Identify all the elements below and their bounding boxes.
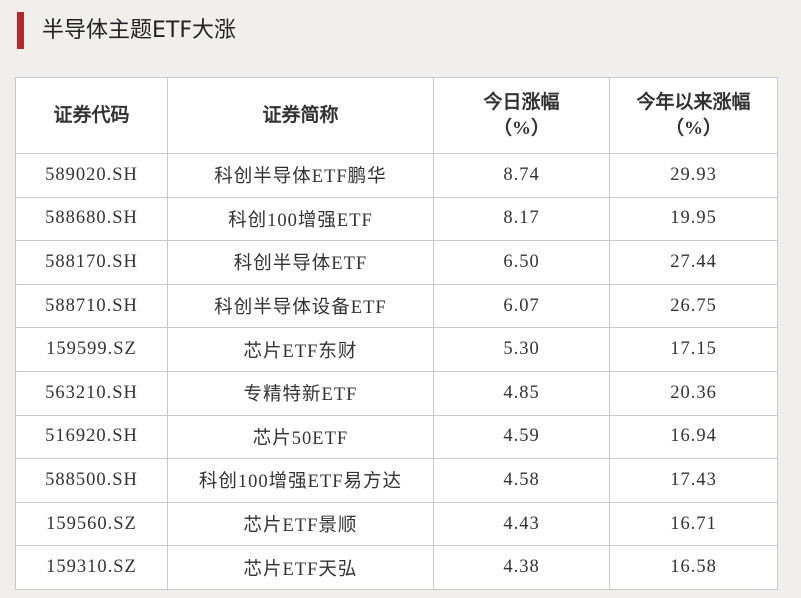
table-cell: 27.44	[609, 240, 778, 285]
table-cell: 16.94	[609, 414, 778, 460]
table-row: 588680.SH 科创100增强ETF 8.17 19.95	[15, 196, 778, 242]
table-cell: 科创100增强ETF易方达	[167, 458, 434, 503]
title-accent	[17, 12, 24, 49]
table-cell: 科创半导体ETF	[167, 240, 434, 285]
column-header: 今日涨幅 （%）	[433, 77, 610, 154]
table-cell: 17.15	[609, 327, 778, 372]
table-cell: 6.07	[433, 283, 610, 329]
table-cell: 588500.SH	[15, 458, 168, 503]
table-cell: 5.30	[433, 327, 610, 372]
table-cell: 20.36	[609, 370, 778, 416]
column-header: 证券简称	[167, 77, 434, 154]
table-cell: 589020.SH	[15, 153, 168, 198]
table-cell: 159599.SZ	[15, 327, 168, 372]
table-cell: 专精特新ETF	[167, 370, 434, 416]
table-cell: 4.59	[433, 414, 610, 460]
etf-table: 证券代码 证券简称 今日涨幅 （%） 今年以来涨幅 （%） 589020.SH 科创半导…	[15, 77, 778, 590]
table-cell: 17.43	[609, 458, 778, 503]
table-cell: 8.74	[433, 153, 610, 198]
table-row: 159310.SZ 芯片ETF天弘 4.38 16.58	[15, 545, 778, 590]
table-row: 588500.SH 科创100增强ETF易方达 4.58 17.43	[15, 458, 778, 503]
table-row: 563210.SH 专精特新ETF 4.85 20.36	[15, 370, 778, 416]
table-cell: 科创100增强ETF	[167, 196, 434, 242]
table-body: 589020.SH 科创半导体ETF鹏华 8.74 29.93 588680.SH 科创1…	[15, 153, 778, 590]
table-cell: 4.43	[433, 501, 610, 547]
table-cell: 588680.SH	[15, 196, 168, 242]
table-cell: 516920.SH	[15, 414, 168, 460]
page-title: 半导体主题ETF大涨	[42, 18, 236, 43]
table-cell: 16.58	[609, 545, 778, 590]
table-cell: 588710.SH	[15, 283, 168, 329]
table-cell: 8.17	[433, 196, 610, 242]
table-cell: 芯片ETF东财	[167, 327, 434, 372]
header-row: 证券代码 证券简称 今日涨幅 （%） 今年以来涨幅 （%）	[15, 77, 778, 154]
table-row: 159599.SZ 芯片ETF东财 5.30 17.15	[15, 327, 778, 372]
table-cell: 6.50	[433, 240, 610, 285]
table-row: 159560.SZ 芯片ETF景顺 4.43 16.71	[15, 501, 778, 547]
column-header: 证券代码	[15, 77, 168, 154]
table-cell: 芯片50ETF	[167, 414, 434, 460]
table-cell: 科创半导体ETF鹏华	[167, 153, 434, 198]
table-cell: 16.71	[609, 501, 778, 547]
table-row: 516920.SH 芯片50ETF 4.59 16.94	[15, 414, 778, 460]
table-row: 589020.SH 科创半导体ETF鹏华 8.74 29.93	[15, 153, 778, 198]
table-cell: 159310.SZ	[15, 545, 168, 590]
table-cell: 科创半导体设备ETF	[167, 283, 434, 329]
table-cell: 159560.SZ	[15, 501, 168, 547]
table-cell: 19.95	[609, 196, 778, 242]
table-cell: 4.58	[433, 458, 610, 503]
table-cell: 26.75	[609, 283, 778, 329]
table-cell: 芯片ETF景顺	[167, 501, 434, 547]
table-row: 588710.SH 科创半导体设备ETF 6.07 26.75	[15, 283, 778, 329]
table-cell: 4.85	[433, 370, 610, 416]
table-row: 588170.SH 科创半导体ETF 6.50 27.44	[15, 240, 778, 285]
table-cell: 芯片ETF天弘	[167, 545, 434, 590]
table-cell: 29.93	[609, 153, 778, 198]
table-cell: 588170.SH	[15, 240, 168, 285]
table-cell: 4.38	[433, 545, 610, 590]
table-cell: 563210.SH	[15, 370, 168, 416]
column-header: 今年以来涨幅 （%）	[609, 77, 778, 154]
